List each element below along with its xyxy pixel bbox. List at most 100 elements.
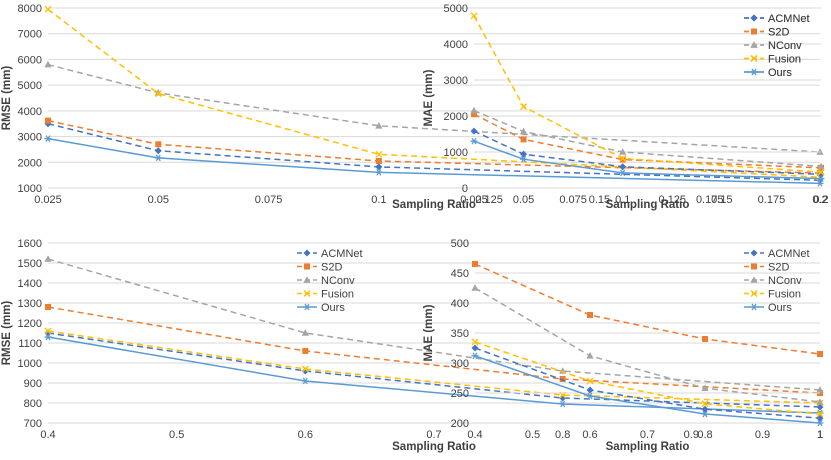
y-tick-label: 2000 — [18, 157, 42, 169]
legend-marker-fusion — [750, 290, 758, 297]
x-axis-title: Sampling Ratio — [392, 199, 476, 211]
data-point-fusion — [301, 365, 309, 373]
data-point-nconv — [701, 384, 709, 391]
data-point-nconv — [375, 121, 383, 129]
data-point-ours — [701, 410, 709, 418]
x-tick-label: 0.8 — [555, 429, 570, 441]
y-tick-label: 1500 — [18, 258, 42, 270]
legend-label-ours: Ours — [768, 67, 792, 79]
x-tick-label: 0.9 — [755, 429, 770, 441]
y-tick-label: 5000 — [18, 80, 42, 92]
data-point-nconv — [519, 127, 528, 135]
y-tick-label: 400 — [451, 298, 469, 310]
y-tick-label: 5000 — [444, 3, 468, 15]
legend-marker-s2d — [751, 28, 757, 35]
data-point-ours — [471, 352, 479, 360]
data-point-ours — [817, 175, 825, 183]
chart-mae-low-ratio: 0 1000 2000 3000 4000 5000 0.025 0.05 0.075 0.1 0.… — [423, 3, 829, 211]
series-line-acmnet — [47, 122, 821, 182]
y-tick-label: 1400 — [18, 278, 42, 290]
x-tick-label: 0.6 — [298, 429, 313, 441]
legend-label-nconv: NConv — [321, 275, 355, 287]
y-tick-label: 700 — [24, 418, 42, 430]
series-line-acmnet — [473, 130, 822, 176]
data-point-fusion — [470, 12, 478, 20]
legend-label-fusion: Fusion — [768, 54, 801, 66]
y-tick-label: 3000 — [444, 75, 468, 87]
data-point-s2d — [817, 351, 823, 357]
x-tick-label: 0.125 — [659, 194, 687, 206]
y-tick-label: 6000 — [18, 54, 42, 66]
data-point-ours — [520, 155, 528, 163]
y-tick-label: 1200 — [18, 318, 42, 330]
data-point-acmnet — [520, 150, 528, 158]
data-point-s2d — [587, 312, 593, 318]
y-tick-label: 1100 — [18, 338, 42, 350]
y-tick-label: 0 — [462, 183, 468, 195]
data-point-nconv — [816, 386, 824, 393]
x-tick-label: 0.6 — [582, 429, 597, 441]
legend-label-ours: Ours — [768, 67, 792, 79]
data-point-s2d — [302, 348, 309, 354]
legend-marker-s2d — [751, 263, 757, 270]
data-point-ours — [586, 392, 594, 400]
x-tick-label: 0.05 — [148, 194, 169, 206]
x-tick-label: 0.5 — [525, 429, 540, 441]
data-point-s2d — [375, 158, 382, 164]
data-point-ours — [301, 377, 309, 385]
chart-rmse-high-ratio: 70080090010001100120013001400150016000.4… — [1, 238, 824, 453]
data-point-fusion — [619, 154, 627, 162]
data-point-nconv — [301, 329, 309, 336]
legend-label-fusion: Fusion — [321, 289, 354, 301]
data-point-acmnet — [154, 147, 162, 155]
x-tick-label: 0.9 — [684, 429, 699, 441]
y-tick-label: 7000 — [18, 29, 42, 41]
y-tick-label: 4000 — [444, 39, 468, 51]
legend-label-ours: Ours — [768, 302, 792, 314]
data-point-nconv — [44, 255, 52, 262]
legend-marker-acmnet — [303, 249, 311, 257]
chart-rmse-low-ratio: 1000 2000 3000 4000 5000 6000 7000 8000 0.025 0.0… — [1, 3, 828, 211]
series-line-fusion — [47, 8, 821, 178]
data-point-fusion — [586, 377, 594, 385]
legend-label-nconv: NConv — [768, 40, 802, 52]
data-point-ours — [816, 419, 824, 427]
x-tick-label: 0.15 — [589, 194, 610, 206]
y-tick-label: 200 — [451, 418, 469, 430]
x-tick-label: 0.8 — [697, 429, 712, 441]
data-point-s2d — [619, 156, 626, 163]
data-point-fusion — [520, 103, 528, 111]
legend-label-s2d: S2D — [321, 262, 342, 274]
data-point-nconv — [816, 398, 824, 405]
data-point-s2d — [702, 336, 708, 342]
x-tick-label: 0.4 — [40, 429, 55, 441]
data-point-fusion — [471, 338, 479, 346]
legend-label-fusion: Fusion — [768, 289, 801, 301]
data-point-nconv — [586, 352, 594, 359]
y-tick-label: 500 — [451, 238, 469, 250]
y-tick-label: 250 — [451, 388, 469, 400]
series-line-nconv — [47, 258, 821, 391]
data-point-fusion — [154, 90, 162, 98]
series-line-s2d — [47, 306, 821, 394]
data-point-s2d — [520, 136, 527, 143]
x-axis-title: Sampling Ratio — [392, 441, 476, 453]
data-point-s2d — [155, 141, 162, 148]
x-tick-label: 1 — [817, 429, 823, 441]
data-point-s2d — [471, 111, 477, 118]
y-tick-label: 2000 — [444, 111, 468, 123]
x-axis-title: Sampling Ratio — [606, 199, 690, 211]
series-line-nconv — [473, 109, 822, 168]
data-point-fusion — [375, 150, 383, 158]
legend-label-nconv: NConv — [768, 275, 802, 287]
y-tick-label: 1000 — [444, 147, 468, 159]
series-line-ours — [47, 137, 821, 185]
x-tick-label: 0.4 — [467, 429, 482, 441]
data-point-ours — [44, 333, 52, 341]
y-tick-label: 1300 — [18, 298, 42, 310]
y-axis-title: RMSE (mm) — [1, 301, 13, 366]
data-point-s2d — [45, 304, 51, 310]
data-point-ours — [559, 400, 567, 408]
legend-label-nconv: NConv — [768, 40, 802, 52]
